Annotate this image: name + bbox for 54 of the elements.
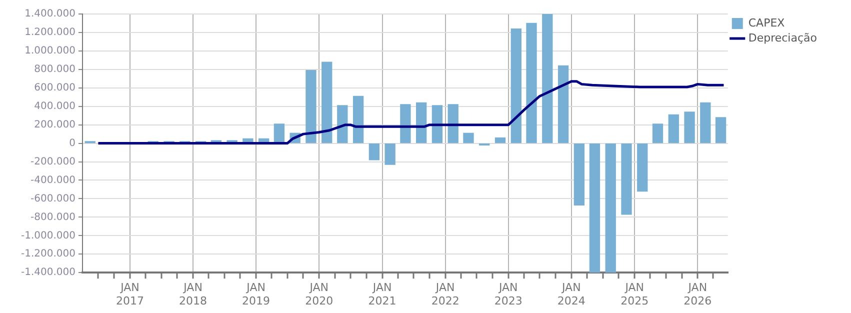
- bar: [494, 137, 506, 144]
- y-tick-label: 1.200.000: [24, 27, 76, 38]
- y-tick-label: -800.000: [30, 212, 76, 223]
- bar: [352, 96, 364, 144]
- bar: [542, 14, 553, 144]
- bar: [621, 143, 632, 215]
- y-tick-label: -400.000: [30, 174, 76, 186]
- y-tick-label: 800.000: [34, 64, 76, 76]
- bar: [526, 22, 537, 144]
- bar: [416, 102, 427, 144]
- bar: [274, 124, 285, 144]
- y-tick-label: 600.000: [34, 82, 76, 94]
- y-tick-label: -1.000.000: [20, 230, 76, 242]
- x-tick-label: JAN 2017: [116, 281, 144, 308]
- y-tick-label: -1.400.000: [20, 267, 76, 278]
- y-tick-label: 400.000: [34, 100, 76, 112]
- y-tick-label: 0: [69, 138, 76, 149]
- bar: [637, 143, 648, 192]
- x-tick-label: JAN 2026: [684, 281, 712, 308]
- x-tick-label: JAN 2018: [179, 281, 208, 308]
- bar: [589, 143, 600, 273]
- bar: [384, 143, 396, 165]
- bar: [432, 105, 443, 144]
- legend-label: CAPEX: [748, 16, 786, 30]
- y-tick-label: -1.200.000: [20, 248, 76, 260]
- y-tick-label: 200.000: [34, 119, 76, 130]
- x-tick-label: JAN 2024: [557, 281, 586, 308]
- bar: [715, 117, 726, 144]
- y-tick-label: -600.000: [30, 193, 76, 204]
- bar: [463, 132, 474, 144]
- bar: [322, 62, 332, 144]
- bar: [684, 112, 695, 144]
- x-tick-label: JAN 2022: [431, 281, 460, 308]
- bar: [337, 105, 348, 144]
- x-tick-label: JAN 2021: [368, 281, 396, 308]
- bar: [306, 70, 316, 144]
- bar: [558, 65, 569, 144]
- bar: [700, 102, 711, 144]
- x-tick-label: JAN 2020: [305, 281, 334, 308]
- bar: [652, 124, 664, 144]
- y-tick-label: 1.000.000: [24, 46, 76, 57]
- bar: [448, 104, 458, 144]
- bar: [668, 114, 679, 144]
- x-tick-label: JAN 2019: [242, 281, 270, 308]
- bar: [574, 143, 585, 206]
- bar: [368, 143, 380, 160]
- bar: [510, 28, 522, 144]
- bar: [605, 143, 616, 273]
- legend-label: Depreciação: [748, 31, 818, 44]
- x-tick-label: JAN 2023: [494, 281, 522, 308]
- y-tick-label: 1.400.000: [24, 8, 76, 20]
- y-tick-label: -200.000: [30, 156, 76, 168]
- x-tick-label: JAN 2025: [620, 281, 649, 308]
- bar: [400, 104, 411, 144]
